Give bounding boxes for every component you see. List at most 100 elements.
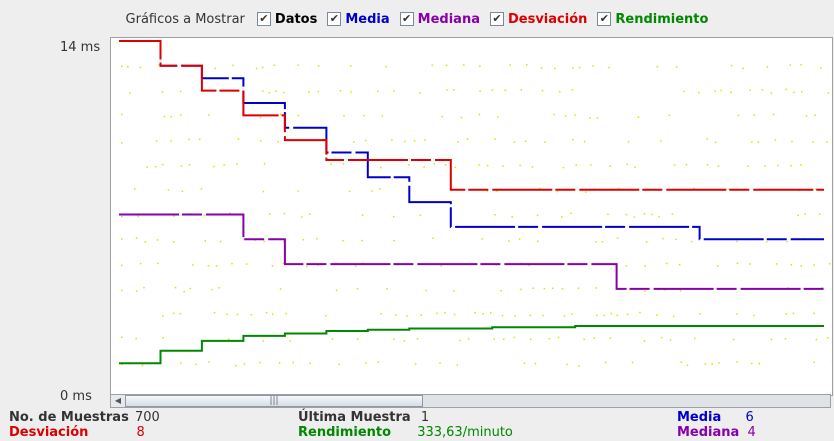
checkbox-rendimiento[interactable]: ✔ Rendimiento: [597, 12, 708, 27]
sample-point: [316, 237, 318, 240]
sample-point: [565, 115, 567, 117]
sample-point: [213, 311, 216, 314]
sample-point: [680, 361, 682, 363]
sample-point: [678, 264, 681, 266]
sample-point: [155, 166, 157, 168]
sample-point: [414, 363, 417, 365]
series-rendimiento-line: [119, 325, 824, 365]
sample-point: [699, 313, 701, 315]
sample-point: [660, 336, 663, 339]
sample-point: [379, 188, 381, 190]
sample-point: [800, 265, 802, 267]
sample-point: [608, 66, 610, 69]
sample-point: [208, 114, 210, 116]
checkbox-datos[interactable]: ✔ Datos: [256, 12, 317, 27]
sample-point: [736, 361, 738, 363]
sample-point: [338, 363, 340, 366]
sample-point: [232, 64, 234, 67]
last-sample-label: Última Muestra: [298, 410, 411, 425]
y-axis-max-label: 14 ms: [60, 40, 101, 55]
sample-point: [592, 65, 594, 67]
sample-point: [589, 117, 591, 119]
sample-point: [404, 140, 406, 143]
sample-point: [467, 338, 470, 340]
sample-point: [664, 289, 667, 291]
sample-point: [491, 89, 494, 91]
sample-point: [441, 115, 443, 118]
series-mediana-line: [119, 213, 824, 290]
sample-point: [393, 338, 395, 340]
sample-point: [502, 165, 504, 167]
sample-point: [350, 91, 352, 93]
sample-point: [561, 216, 563, 218]
sample-point: [170, 116, 172, 118]
sample-point: [268, 91, 271, 94]
sample-point: [774, 139, 777, 141]
sample-point: [571, 89, 574, 91]
sample-point: [792, 312, 795, 315]
sample-point: [627, 141, 630, 143]
sample-point: [259, 116, 262, 119]
scrollbar-thumb[interactable]: |||: [125, 395, 423, 407]
sample-point: [183, 290, 185, 293]
sample-point: [747, 165, 749, 167]
sample-point: [720, 89, 722, 92]
sample-point: [496, 190, 498, 192]
sample-point: [596, 314, 598, 317]
sample-point: [454, 166, 457, 169]
sample-point: [770, 338, 773, 341]
sample-point: [557, 336, 560, 339]
sample-point: [494, 214, 496, 216]
sample-point: [694, 337, 696, 340]
sample-point: [161, 91, 164, 93]
sample-point: [736, 240, 738, 243]
sample-point: [820, 67, 822, 69]
sample-point: [229, 212, 231, 214]
scroll-left-icon[interactable]: ◀: [111, 395, 126, 407]
sample-point: [121, 65, 123, 67]
checkbox-mediana[interactable]: ✔ Mediana: [399, 11, 480, 27]
sample-point: [363, 115, 365, 117]
sample-point: [775, 263, 778, 265]
sample-point: [554, 67, 556, 70]
sample-point: [736, 313, 738, 315]
sample-point: [279, 288, 282, 290]
checkbox-mediana-label: Mediana: [417, 11, 480, 27]
sample-point: [181, 190, 184, 193]
sample-point: [463, 64, 465, 66]
sample-point: [144, 241, 147, 243]
sample-point: [406, 315, 408, 317]
sample-point: [562, 166, 565, 169]
sample-point: [519, 164, 521, 167]
sample-point: [570, 212, 572, 214]
sample-point: [335, 289, 338, 292]
sample-point: [211, 288, 213, 291]
sample-point: [556, 190, 559, 193]
sample-point: [511, 216, 513, 218]
sample-point: [540, 67, 543, 69]
sample-point: [141, 364, 144, 367]
sample-point: [265, 312, 268, 314]
sample-point: [784, 338, 787, 340]
sample-point: [595, 287, 598, 289]
checkbox-media[interactable]: ✔ Media: [327, 12, 390, 27]
sample-point: [571, 313, 573, 315]
check-icon: ✔: [489, 12, 504, 26]
sample-point: [793, 91, 795, 94]
sample-point: [354, 265, 357, 267]
sample-point: [453, 89, 455, 91]
checkbox-desviacion[interactable]: ✔ Desviación: [489, 12, 587, 27]
sample-point: [503, 338, 505, 340]
sample-point: [537, 240, 539, 243]
horizontal-scrollbar[interactable]: ◀ |||: [110, 394, 831, 408]
sample-point: [259, 361, 261, 364]
statistics-panel: No. de Muestras 700 Última Muestra 1 Med…: [0, 409, 834, 441]
sample-point: [633, 216, 636, 218]
sample-point: [790, 165, 792, 167]
sample-point: [121, 216, 123, 218]
sample-point: [764, 165, 766, 167]
sample-point: [273, 64, 276, 66]
sample-point: [262, 190, 265, 193]
sample-point: [380, 312, 382, 315]
sample-point: [385, 65, 387, 68]
